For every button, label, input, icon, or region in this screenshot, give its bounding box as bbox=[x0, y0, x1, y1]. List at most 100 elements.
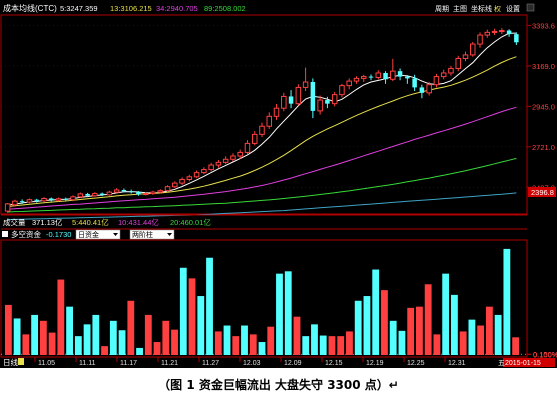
candle[interactable] bbox=[397, 68, 403, 81]
candle[interactable] bbox=[339, 83, 345, 98]
candle[interactable] bbox=[302, 67, 309, 92]
candle[interactable] bbox=[157, 189, 164, 194]
candle[interactable] bbox=[26, 198, 33, 204]
candle[interactable] bbox=[85, 192, 90, 198]
indicator-bar bbox=[424, 284, 432, 355]
candle[interactable] bbox=[462, 51, 469, 62]
settings-button[interactable]: 设置 bbox=[506, 4, 520, 13]
candle[interactable] bbox=[499, 28, 505, 35]
candle[interactable] bbox=[426, 82, 432, 96]
candle[interactable] bbox=[55, 197, 62, 202]
candle[interactable] bbox=[208, 162, 214, 172]
candle[interactable] bbox=[317, 95, 323, 115]
indicator-title[interactable]: 成本均线(CTC) bbox=[3, 3, 57, 13]
candle[interactable] bbox=[237, 149, 243, 159]
candle[interactable] bbox=[113, 188, 120, 194]
candle[interactable] bbox=[251, 131, 258, 146]
candle[interactable] bbox=[48, 197, 54, 202]
candle[interactable] bbox=[310, 78, 316, 119]
candle[interactable] bbox=[142, 192, 149, 196]
candle[interactable] bbox=[106, 190, 113, 196]
candle[interactable] bbox=[455, 55, 461, 72]
candle[interactable] bbox=[491, 28, 498, 36]
indicator-name[interactable]: 多空资金 bbox=[11, 229, 41, 239]
candle[interactable] bbox=[360, 74, 367, 82]
grid-button[interactable]: 坐标线 bbox=[471, 4, 492, 13]
candle[interactable] bbox=[281, 92, 287, 112]
candle[interactable] bbox=[77, 192, 84, 198]
candle[interactable] bbox=[288, 90, 294, 109]
candle[interactable] bbox=[70, 195, 76, 202]
candle[interactable] bbox=[477, 32, 483, 48]
candle[interactable] bbox=[259, 122, 265, 138]
minimize-icon[interactable] bbox=[526, 3, 535, 12]
candle[interactable] bbox=[193, 170, 200, 179]
current-price-label: 2396.8 bbox=[531, 188, 554, 197]
candle[interactable] bbox=[12, 199, 18, 207]
candle[interactable] bbox=[128, 189, 134, 194]
indicator-bar bbox=[372, 269, 380, 355]
candle[interactable] bbox=[179, 177, 185, 185]
candle[interactable] bbox=[201, 167, 207, 175]
rights-button[interactable]: 权 bbox=[494, 4, 501, 13]
indicator-bar bbox=[503, 248, 511, 355]
candle[interactable] bbox=[41, 197, 47, 203]
checkbox-icon[interactable] bbox=[2, 231, 8, 237]
candle[interactable] bbox=[383, 71, 388, 84]
candle[interactable] bbox=[244, 140, 251, 155]
candle[interactable] bbox=[368, 74, 374, 81]
candle[interactable] bbox=[325, 96, 330, 109]
candle-body bbox=[164, 186, 171, 192]
candle[interactable] bbox=[433, 73, 440, 88]
candle[interactable] bbox=[19, 199, 25, 204]
candle[interactable] bbox=[150, 190, 156, 195]
candle[interactable] bbox=[470, 41, 476, 57]
candle[interactable] bbox=[273, 104, 280, 120]
candle[interactable] bbox=[4, 202, 11, 213]
candle-body bbox=[426, 84, 432, 94]
candle[interactable] bbox=[448, 65, 454, 76]
candle[interactable] bbox=[390, 58, 396, 82]
candle-body bbox=[92, 193, 98, 197]
candle[interactable] bbox=[440, 69, 447, 80]
candle[interactable] bbox=[164, 185, 171, 193]
candle[interactable] bbox=[266, 112, 273, 129]
candlesticks[interactable] bbox=[4, 28, 519, 213]
candle[interactable] bbox=[92, 192, 98, 197]
candle[interactable] bbox=[63, 197, 69, 202]
style-select[interactable] bbox=[129, 229, 175, 240]
candle[interactable] bbox=[121, 188, 127, 193]
period-marker-icon[interactable] bbox=[18, 358, 24, 365]
candle[interactable] bbox=[34, 198, 39, 203]
candle[interactable] bbox=[136, 191, 141, 196]
candle[interactable] bbox=[506, 29, 512, 37]
candle[interactable] bbox=[405, 75, 410, 84]
candle[interactable] bbox=[215, 160, 222, 168]
candle[interactable] bbox=[412, 74, 417, 92]
date-tick-label: 11.05 bbox=[38, 360, 55, 367]
cycle-button[interactable]: 周期 bbox=[435, 5, 449, 13]
candle[interactable] bbox=[222, 156, 229, 165]
candle[interactable] bbox=[172, 181, 178, 189]
indicator-bars[interactable] bbox=[4, 248, 520, 355]
candle[interactable] bbox=[514, 32, 519, 45]
period-select[interactable] bbox=[75, 229, 121, 240]
candle[interactable] bbox=[419, 84, 425, 99]
candle[interactable] bbox=[186, 174, 193, 182]
candle[interactable] bbox=[375, 70, 382, 80]
volume-label[interactable]: 成交量 bbox=[3, 217, 26, 227]
candle-body bbox=[346, 80, 352, 87]
candle[interactable] bbox=[230, 153, 236, 162]
period-label[interactable]: 日线 bbox=[3, 357, 18, 367]
candle[interactable] bbox=[295, 84, 302, 106]
candle[interactable] bbox=[346, 78, 352, 90]
candle-body bbox=[55, 198, 62, 201]
candle[interactable] bbox=[353, 76, 360, 84]
candle-body bbox=[12, 200, 18, 206]
candle[interactable] bbox=[331, 91, 338, 107]
candle[interactable] bbox=[99, 192, 105, 197]
candle-body bbox=[470, 43, 476, 56]
candle[interactable] bbox=[484, 29, 491, 38]
indicator-bar bbox=[92, 314, 100, 355]
main-chart-button[interactable]: 主图 bbox=[453, 4, 467, 13]
